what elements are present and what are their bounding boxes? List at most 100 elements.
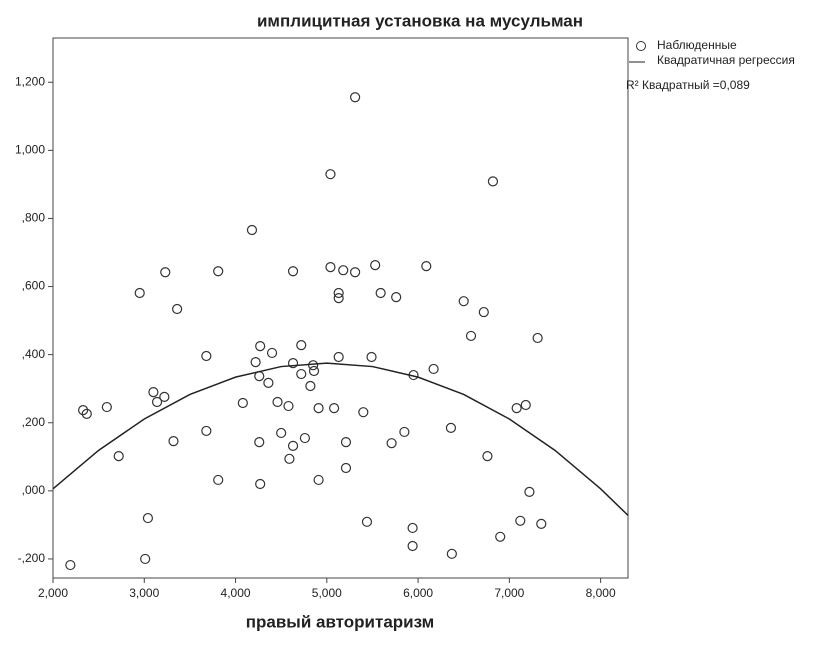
point [283,400,294,412]
x-tick-label: 5,000 [312,586,342,600]
y-tick-label: ,400 [22,347,46,361]
x-tick-label: 2,000 [38,586,68,600]
x-tick-label: 8,000 [586,586,616,600]
point [287,440,299,451]
point [65,559,76,571]
point [254,437,265,448]
point [333,351,344,363]
point [308,365,320,377]
point [272,396,283,408]
point [172,303,183,315]
legend-label: Квадратичная регрессия [657,53,795,67]
point [287,358,299,369]
legend-marker [636,41,646,51]
x-tick-label: 7,000 [494,586,524,600]
y-tick-label: ,800 [22,211,46,225]
point [134,287,145,299]
point [370,259,381,271]
x-axis-label: правый авторитаризм [246,612,434,631]
point [482,451,493,462]
point [340,437,352,448]
point [159,391,170,402]
point [78,405,89,416]
y-tick-label: 1,200 [15,74,45,88]
y-tick-label: ,600 [22,279,46,293]
point [213,266,224,277]
point [350,267,361,278]
y-tick-label: -,200 [18,551,46,565]
fit-line [52,362,629,516]
point [465,330,477,342]
point [386,438,397,449]
point [399,426,410,438]
point [160,267,171,278]
legend-label: Наблюденные [657,38,737,52]
point [313,403,324,414]
point [366,351,377,363]
point [313,474,324,486]
x-tick-label: 6,000 [403,586,433,600]
point [284,453,295,464]
y-tick-label: 1,000 [15,143,45,157]
point [296,340,307,351]
point [340,462,352,474]
point [391,292,402,303]
point [407,540,418,552]
point [255,478,266,490]
point [250,357,261,368]
point [487,176,499,187]
point [142,512,154,524]
point [101,401,112,413]
point [350,92,361,103]
point [276,427,287,439]
point [478,306,489,318]
point [305,380,316,392]
point [287,266,299,277]
point [299,432,311,444]
point [532,332,543,344]
point [325,169,336,180]
point [428,363,439,375]
point [140,553,151,565]
point [237,397,248,409]
point [375,287,386,299]
y-tick-label: ,000 [22,483,46,497]
x-tick-label: 4,000 [221,586,251,600]
annotation: R² Квадратный =0,089 [626,78,750,92]
point [201,425,212,437]
point [246,224,258,236]
point [515,515,526,526]
point [524,486,535,497]
point [495,531,506,542]
point [407,522,418,534]
point [445,422,457,433]
plot-frame [52,37,629,579]
point [151,396,163,408]
point [536,518,547,529]
point [358,407,369,418]
point [263,377,274,389]
point [520,399,531,411]
point [421,261,432,272]
point [361,516,373,527]
point [148,386,159,398]
point [201,350,212,362]
point [255,341,266,352]
point [296,368,307,380]
chart-title: имплицитная установка на мусульман [257,11,583,30]
point [325,262,336,273]
point [329,403,340,414]
point [333,293,344,304]
x-tick-label: 3,000 [129,586,159,600]
point [81,408,92,419]
point [446,548,457,559]
point [113,451,124,462]
point [511,403,522,414]
point [168,436,179,447]
y-tick-label: ,200 [22,415,46,429]
point [213,474,224,486]
point [266,347,278,359]
point [333,287,344,299]
point [458,296,469,307]
